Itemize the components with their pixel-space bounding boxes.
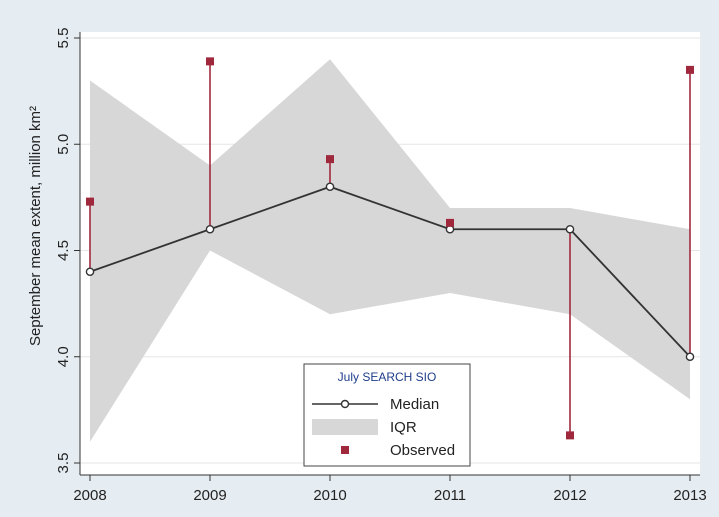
observed-point-2010 bbox=[326, 155, 334, 164]
axes: 3.5 4.0 4.5 5.0 5.5 2008 2009 2010 2011 2012 2013 bbox=[55, 28, 707, 504]
observed-point-2013 bbox=[686, 65, 694, 74]
iqr-band bbox=[90, 59, 690, 442]
y-tick-label-4: 5.5 bbox=[55, 28, 72, 49]
median-point-2009 bbox=[205, 224, 215, 234]
x-tick-label-3: 2011 bbox=[434, 487, 466, 504]
legend-label-observed: Observed bbox=[390, 442, 455, 459]
median-line bbox=[89, 185, 691, 358]
median-point-2010 bbox=[325, 182, 335, 192]
observed-point-2011 bbox=[446, 218, 454, 227]
median-series-line bbox=[89, 185, 691, 358]
observed-point-2009 bbox=[206, 57, 214, 66]
y-axis-title: September mean extent, million km² bbox=[27, 106, 44, 346]
x-tick-label-4: 2012 bbox=[553, 487, 586, 504]
x-tick-label-2: 2010 bbox=[313, 487, 346, 504]
iqr-band-area bbox=[90, 59, 690, 442]
legend-median-swatch-marker bbox=[340, 399, 350, 409]
legend-box bbox=[303, 363, 471, 467]
y-tick-label-3: 5.0 bbox=[55, 134, 72, 155]
observed-point-2012 bbox=[566, 431, 574, 440]
y-tick-label-1: 4.0 bbox=[55, 346, 72, 367]
median-point-2008 bbox=[85, 267, 95, 277]
legend-label-iqr: IQR bbox=[390, 419, 417, 436]
median-point-2013 bbox=[685, 352, 695, 362]
y-tick-label-2: 4.5 bbox=[55, 240, 72, 261]
legend-title: July SEARCH SIO bbox=[338, 370, 437, 384]
legend-label-median: Median bbox=[390, 396, 439, 413]
median-point-2012 bbox=[565, 224, 575, 234]
legend-iqr-swatch bbox=[312, 419, 378, 435]
legend-observed-swatch bbox=[341, 446, 349, 454]
y-tick-label-0: 3.5 bbox=[55, 453, 72, 474]
observed-point-2008 bbox=[86, 197, 94, 206]
x-tick-label-1: 2009 bbox=[193, 487, 226, 504]
markers bbox=[85, 57, 695, 440]
x-tick-label-5: 2013 bbox=[673, 487, 706, 504]
legend: July SEARCH SIO Median IQR Observed bbox=[303, 363, 471, 467]
x-tick-label-0: 2008 bbox=[73, 487, 106, 504]
